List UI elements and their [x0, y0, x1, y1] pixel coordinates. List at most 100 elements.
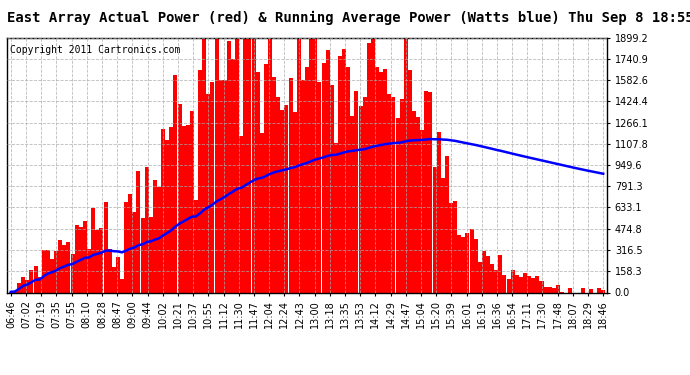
Bar [449, 202, 453, 292]
Bar [54, 251, 58, 292]
Bar [531, 278, 535, 292]
Bar [132, 212, 137, 292]
Bar [284, 105, 288, 292]
Bar [391, 97, 395, 292]
Bar [420, 130, 424, 292]
Bar [363, 97, 366, 292]
Bar [280, 110, 284, 292]
Bar [309, 38, 313, 292]
Bar [395, 118, 400, 292]
Bar [91, 208, 95, 292]
Bar [342, 49, 346, 292]
Bar [256, 72, 259, 292]
Bar [252, 38, 255, 292]
Bar [482, 251, 486, 292]
Bar [544, 287, 548, 292]
Bar [239, 136, 244, 292]
Bar [95, 230, 99, 292]
Bar [552, 288, 556, 292]
Bar [441, 178, 445, 292]
Bar [569, 288, 572, 292]
Bar [511, 270, 515, 292]
Bar [527, 276, 531, 292]
Bar [506, 279, 511, 292]
Bar [502, 275, 506, 292]
Bar [416, 117, 420, 292]
Bar [141, 218, 144, 292]
Bar [235, 39, 239, 292]
Bar [173, 75, 177, 292]
Bar [490, 264, 494, 292]
Bar [338, 56, 342, 292]
Bar [580, 288, 584, 292]
Bar [322, 63, 326, 292]
Bar [383, 69, 387, 292]
Bar [498, 255, 502, 292]
Bar [515, 275, 519, 292]
Bar [433, 167, 437, 292]
Bar [264, 64, 268, 292]
Bar [177, 104, 181, 292]
Bar [157, 188, 161, 292]
Bar [99, 228, 104, 292]
Bar [437, 132, 441, 292]
Bar [375, 67, 379, 292]
Bar [30, 270, 34, 292]
Bar [523, 273, 527, 292]
Bar [244, 38, 247, 292]
Bar [248, 38, 251, 292]
Bar [181, 126, 186, 292]
Bar [367, 43, 371, 292]
Bar [75, 225, 79, 292]
Bar [46, 250, 50, 292]
Bar [58, 240, 62, 292]
Bar [26, 280, 30, 292]
Bar [128, 194, 132, 292]
Bar [83, 222, 87, 292]
Bar [227, 41, 231, 292]
Bar [404, 38, 408, 292]
Bar [301, 80, 305, 292]
Bar [116, 257, 120, 292]
Bar [317, 82, 322, 292]
Text: Copyright 2011 Cartronics.com: Copyright 2011 Cartronics.com [10, 45, 180, 55]
Bar [108, 249, 112, 292]
Bar [589, 289, 593, 292]
Bar [137, 171, 140, 292]
Bar [38, 277, 41, 292]
Bar [66, 242, 70, 292]
Bar [412, 111, 416, 292]
Bar [445, 156, 449, 292]
Bar [70, 254, 75, 292]
Bar [169, 127, 173, 292]
Bar [548, 286, 552, 292]
Bar [297, 38, 301, 292]
Bar [305, 67, 309, 292]
Bar [457, 236, 461, 292]
Bar [494, 270, 498, 292]
Bar [466, 233, 469, 292]
Bar [34, 266, 37, 292]
Bar [288, 78, 293, 292]
Bar [190, 111, 194, 292]
Bar [400, 99, 404, 292]
Bar [470, 229, 473, 292]
Bar [272, 77, 276, 292]
Bar [231, 58, 235, 292]
Bar [120, 279, 124, 292]
Bar [79, 227, 83, 292]
Bar [17, 284, 21, 292]
Bar [21, 277, 26, 292]
Bar [486, 256, 490, 292]
Bar [112, 267, 116, 292]
Bar [223, 80, 227, 292]
Bar [186, 124, 190, 292]
Bar [62, 245, 66, 292]
Bar [424, 91, 428, 292]
Bar [87, 249, 91, 292]
Bar [165, 140, 169, 292]
Bar [313, 38, 317, 292]
Bar [153, 180, 157, 292]
Bar [453, 201, 457, 292]
Bar [330, 85, 334, 292]
